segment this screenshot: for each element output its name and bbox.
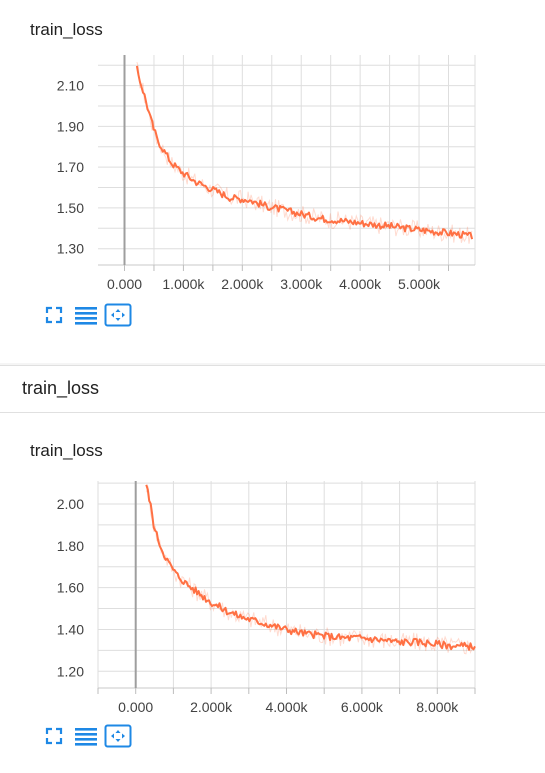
data-selection-icon: [75, 728, 97, 746]
x-tick-label: 2.000k: [221, 276, 264, 292]
x-tick-label: 4.000k: [265, 699, 308, 713]
y-tick-label: 1.20: [57, 663, 84, 679]
fit-domain-button[interactable]: [102, 723, 134, 749]
fullscreen-button[interactable]: [38, 302, 70, 328]
fit-domain-icon: [104, 303, 132, 327]
y-tick-label: 1.30: [57, 241, 84, 257]
chart-title: train_loss: [30, 20, 103, 39]
x-tick-label: 5.000k: [398, 276, 441, 292]
y-tick-label: 1.40: [57, 621, 84, 637]
fullscreen-icon: [45, 306, 63, 324]
chart-toolbar: [38, 302, 134, 328]
chart-card: train_loss: [0, 0, 545, 363]
chart-title: train_loss: [30, 441, 103, 460]
y-tick-label: 1.80: [57, 538, 84, 554]
section-title: train_loss: [22, 378, 100, 398]
fullscreen-icon: [45, 727, 63, 745]
chart-card: train_loss: [0, 413, 545, 773]
data-selection-icon: [75, 307, 97, 325]
x-tick-label: 6.000k: [341, 699, 384, 713]
y-tick-label: 1.70: [57, 159, 84, 175]
fullscreen-button[interactable]: [38, 723, 70, 749]
grid: [98, 55, 476, 265]
line-chart[interactable]: 2.00 1.80 1.60 1.40 1.20 0.000 2.000k 4.000k 6.0…: [0, 413, 545, 713]
chart-toolbar: [38, 723, 134, 749]
x-tick-label: 1.000k: [162, 276, 205, 292]
y-tick-label: 1.90: [57, 118, 84, 134]
data-selection-button[interactable]: [70, 302, 102, 328]
line-chart[interactable]: 2.10 1.90 1.70 1.50 1.30 0.000 1.000k 2.000k 3.0…: [0, 0, 545, 300]
y-tick-label: 1.60: [57, 580, 84, 596]
fit-domain-icon: [104, 724, 132, 748]
x-tick-label: 0.000: [118, 699, 153, 713]
series-raw-line: [145, 485, 476, 655]
fit-domain-button[interactable]: [102, 302, 134, 328]
x-tick-label: 2.000k: [190, 699, 233, 713]
x-tick-label: 8.000k: [416, 699, 459, 713]
section-header[interactable]: train_loss: [0, 365, 545, 413]
x-tick-label: 0.000: [107, 276, 142, 292]
series-line: [135, 65, 474, 240]
x-tick-label: 4.000k: [339, 276, 382, 292]
y-tick-label: 2.00: [57, 496, 84, 512]
data-selection-button[interactable]: [70, 723, 102, 749]
x-tick-label: 3.000k: [280, 276, 323, 292]
series-line: [145, 484, 476, 651]
y-tick-label: 2.10: [57, 78, 84, 94]
y-tick-label: 1.50: [57, 200, 84, 216]
grid: [97, 481, 476, 688]
